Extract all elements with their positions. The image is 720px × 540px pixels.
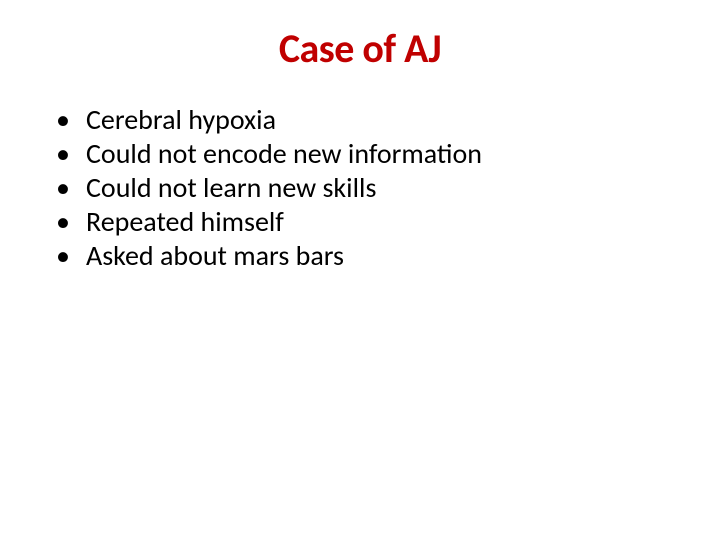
list-item: Asked about mars bars [48, 239, 720, 273]
list-item: Repeated himself [48, 205, 720, 239]
slide-content: Cerebral hypoxia Could not encode new in… [0, 73, 720, 273]
list-item: Could not learn new skills [48, 171, 720, 205]
bullet-list: Cerebral hypoxia Could not encode new in… [48, 103, 720, 273]
slide-container: Case of AJ Cerebral hypoxia Could not en… [0, 0, 720, 540]
list-item: Could not encode new information [48, 137, 720, 171]
slide-title: Case of AJ [0, 24, 720, 73]
list-item: Cerebral hypoxia [48, 103, 720, 137]
